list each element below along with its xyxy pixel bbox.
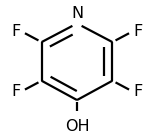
Text: F: F <box>133 24 142 39</box>
Text: F: F <box>133 84 142 99</box>
Text: F: F <box>12 84 21 99</box>
Text: N: N <box>71 6 83 21</box>
Text: F: F <box>12 24 21 39</box>
Text: OH: OH <box>65 119 89 134</box>
